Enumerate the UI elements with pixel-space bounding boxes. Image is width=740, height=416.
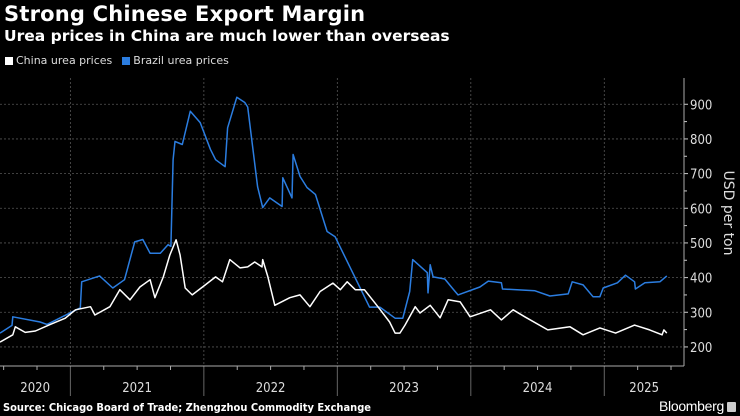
bloomberg-logo: Bloomberg	[658, 398, 724, 414]
series-line-brazil	[0, 96, 668, 334]
y-tick-label: 500	[690, 237, 712, 252]
legend-item-china: China urea prices	[5, 54, 112, 67]
x-tick-label: 2025	[629, 381, 659, 396]
y-tick-label: 400	[690, 272, 712, 287]
y-tick-label: 800	[690, 133, 712, 148]
legend-swatch-brazil	[122, 56, 131, 65]
chart-subtitle: Urea prices in China are much lower than…	[4, 27, 450, 45]
source-note: Source: Chicago Board of Trade; Zhengzho…	[3, 401, 372, 414]
y-tick-label: 700	[690, 168, 712, 183]
y-tick-label: 600	[690, 202, 712, 217]
y-tick-label: 300	[690, 306, 712, 321]
legend: China urea prices Brazil urea prices	[5, 54, 229, 67]
x-tick-label: 2024	[523, 381, 553, 396]
series-line-china	[0, 239, 668, 343]
legend-label-china: China urea prices	[16, 54, 113, 67]
x-tick-label: 2022	[256, 381, 286, 396]
y-axis-label: USD per ton	[720, 171, 736, 256]
legend-swatch-china	[5, 56, 13, 65]
chart-title: Strong Chinese Export Margin	[4, 2, 366, 26]
y-tick-label: 900	[690, 98, 712, 113]
legend-label-brazil: Brazil urea prices	[133, 54, 229, 67]
legend-item-brazil: Brazil urea prices	[122, 54, 229, 67]
x-tick-label: 2020	[20, 381, 50, 396]
y-tick-label: 200	[690, 341, 712, 356]
x-tick-label: 2023	[389, 381, 419, 396]
x-tick-label: 2021	[122, 381, 152, 396]
bloomberg-terminal-icon	[727, 402, 736, 412]
